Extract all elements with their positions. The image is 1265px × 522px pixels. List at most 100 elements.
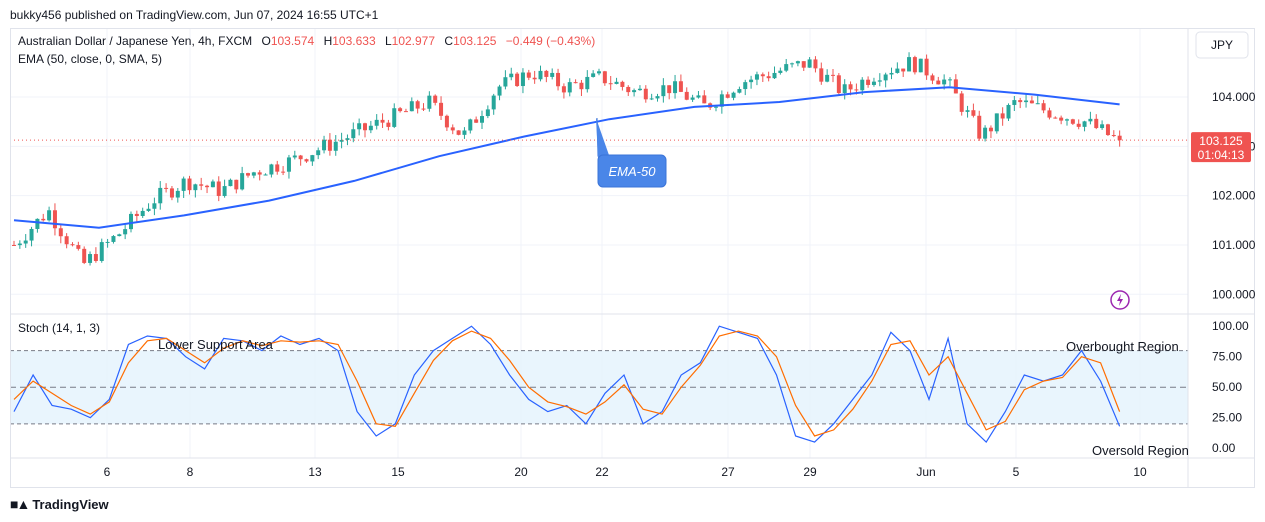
candle-body <box>988 127 993 132</box>
candle-body <box>286 157 291 172</box>
candle-body <box>427 95 432 109</box>
time-tick-label: 8 <box>187 465 194 479</box>
candle-body <box>169 188 174 198</box>
candle-body <box>591 73 596 77</box>
low-label: L <box>385 34 392 48</box>
stoch-tick-label: 100.00 <box>1212 319 1249 333</box>
candle-body <box>807 59 812 68</box>
candle-body <box>556 72 561 87</box>
price-tick-label: 104.000 <box>1212 90 1255 104</box>
ema-legend: EMA (50, close, 0, SMA, 5) <box>18 52 162 66</box>
candle-body <box>82 248 87 263</box>
candle-body <box>883 74 888 81</box>
candle-body <box>497 86 502 96</box>
stoch-tick-label: 25.00 <box>1212 411 1242 425</box>
candle-body <box>532 77 537 80</box>
candle-body <box>795 61 800 64</box>
candle-body <box>544 70 549 77</box>
candle-body <box>409 101 414 112</box>
candle-body <box>1065 119 1069 121</box>
candle-body <box>1100 124 1105 129</box>
stoch-d-line <box>13 330 1121 437</box>
candle-body <box>193 184 198 191</box>
last-price-value: 103.125 <box>1199 134 1243 148</box>
candle-body <box>983 127 988 139</box>
ema-callout-text: EMA-50 <box>609 164 657 179</box>
candle-body <box>632 90 637 93</box>
price-tick-label: 100.000 <box>1212 287 1255 301</box>
candle-body <box>918 58 923 73</box>
candle-body <box>597 71 601 74</box>
close-value: 103.125 <box>453 34 497 48</box>
candle-body <box>854 89 859 91</box>
candle-body <box>129 213 133 230</box>
lightning-icon[interactable] <box>1110 290 1130 310</box>
candle-body <box>901 68 906 72</box>
lightning-icon-glyph <box>1117 294 1123 306</box>
candle-body <box>877 80 882 82</box>
time-tick-label: 29 <box>803 465 817 479</box>
candle-body <box>1088 118 1093 122</box>
candle-body <box>842 84 847 94</box>
stoch-axis[interactable]: 0.00 25.00 50.00 75.00 100.00 <box>1212 319 1249 455</box>
candle-body <box>673 81 678 94</box>
candle-body <box>690 97 695 100</box>
tradingview-logo[interactable]: ■▲ TradingView <box>10 496 109 512</box>
ema-callout-box[interactable] <box>597 154 667 188</box>
candle-body <box>579 82 584 90</box>
candle-body <box>398 108 403 112</box>
candle-body <box>661 85 666 97</box>
candle-body <box>368 125 373 131</box>
candle-body <box>339 139 344 142</box>
candle-body <box>310 155 315 162</box>
candle-body <box>749 79 754 83</box>
candle-body <box>1029 100 1034 104</box>
candle-body <box>778 70 783 73</box>
stoch-legend: Stoch (14, 1, 3) <box>18 321 100 335</box>
candle-body <box>462 130 467 135</box>
candle-body <box>12 244 16 246</box>
candle-body <box>1111 135 1116 137</box>
candle-body <box>626 86 631 93</box>
candle-body <box>181 178 186 191</box>
candle-body <box>228 179 233 187</box>
candle-body <box>251 172 256 176</box>
candle-body <box>573 82 578 84</box>
candle-body <box>345 138 350 140</box>
candle-body <box>1018 100 1023 103</box>
candle-body <box>380 119 385 123</box>
candle-body <box>374 119 379 126</box>
candle-body <box>175 190 180 198</box>
low-value: 102.977 <box>392 34 436 48</box>
candle-body <box>1094 118 1099 129</box>
candle-body <box>357 123 362 130</box>
candle-body <box>485 109 490 117</box>
change-value: −0.449 (−0.43%) <box>506 34 595 48</box>
candle-body <box>801 61 806 68</box>
candle-body <box>392 108 397 127</box>
time-tick-label: 27 <box>721 465 735 479</box>
stoch-levels <box>10 350 1188 425</box>
candle-body <box>134 213 139 217</box>
candle-body <box>959 93 964 112</box>
currency-button[interactable] <box>1195 31 1249 59</box>
candle-body <box>491 95 496 110</box>
candle-body <box>152 203 157 209</box>
time-tick-label: 13 <box>308 465 322 479</box>
candle-body <box>257 172 262 175</box>
candle-body <box>561 86 566 93</box>
candle-body <box>444 115 449 128</box>
candle-body <box>222 186 227 196</box>
candle-body <box>602 71 607 84</box>
candle-body <box>1047 110 1052 118</box>
candle-body <box>64 236 69 245</box>
candle-body <box>825 74 830 82</box>
candle-body <box>620 81 625 87</box>
time-axis[interactable]: 6 8 13 15 20 22 27 29 Jun 5 10 <box>104 465 1147 479</box>
candle-body <box>994 113 999 132</box>
candle-body <box>930 75 935 81</box>
candle-body <box>246 173 250 176</box>
candle-body <box>953 79 958 94</box>
